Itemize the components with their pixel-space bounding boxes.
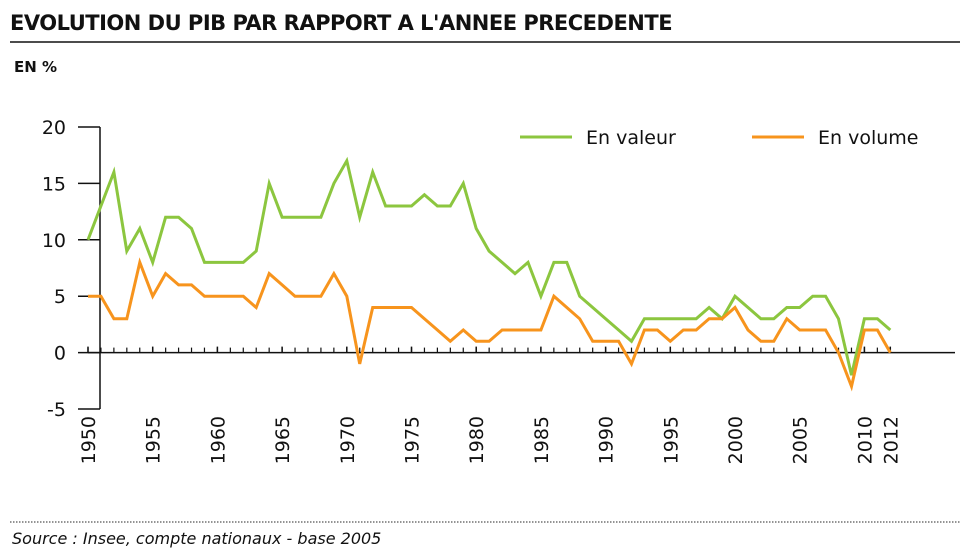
y-tick-label: 15 <box>42 173 66 195</box>
x-tick-label: 2005 <box>790 416 812 464</box>
x-tick-label: 1980 <box>466 416 488 464</box>
chart-subtitle: EN % <box>14 58 57 76</box>
y-tick-label: 0 <box>54 343 66 365</box>
x-tick-label: 2000 <box>725 416 747 464</box>
source: Source : Insee, compte nationaux - base … <box>12 529 381 548</box>
x-tick-label: 1985 <box>531 416 553 464</box>
y-tick-label: 20 <box>42 117 66 139</box>
y-tick-label: -5 <box>47 399 66 421</box>
chart-title: EVOLUTION DU PIB PAR RAPPORT A L'ANNEE P… <box>10 11 672 35</box>
x-tick-label: 1975 <box>402 416 424 464</box>
x-tick-label: 1960 <box>207 416 229 464</box>
x-tick-label: 1955 <box>143 416 165 464</box>
y-tick-label: 5 <box>54 286 66 308</box>
x-tick-label: 1970 <box>337 416 359 464</box>
x-tick-label: 1965 <box>272 416 294 464</box>
data-line <box>86 156 892 376</box>
y-tick-label: 10 <box>42 230 66 252</box>
data-line <box>88 257 892 392</box>
x-tick-label: 2010 <box>854 416 876 464</box>
legend-label: En volume <box>818 127 918 149</box>
legend-label: En valeur <box>586 127 676 149</box>
x-tick-label: 2012 <box>880 416 902 464</box>
x-tick-label: 1995 <box>660 416 682 464</box>
x-tick-label: 1990 <box>596 416 618 464</box>
x-tick-label: 1950 <box>78 416 100 464</box>
